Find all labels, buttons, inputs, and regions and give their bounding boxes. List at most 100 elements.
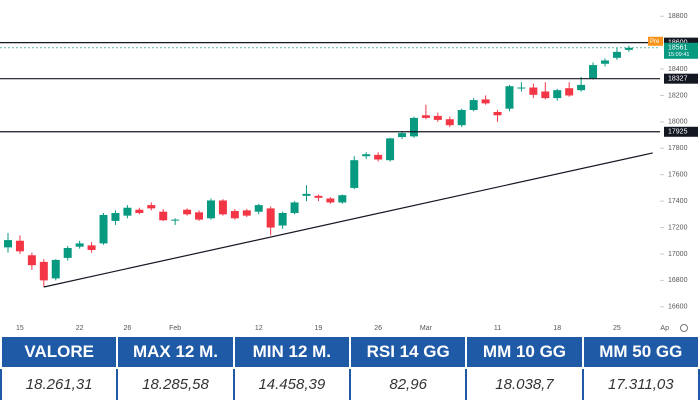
candle-body	[374, 154, 383, 160]
candle-body	[87, 245, 96, 250]
value-cell: 82,96	[348, 367, 468, 400]
settings-icon[interactable]	[680, 324, 688, 332]
candle-body	[171, 219, 180, 221]
candle-body	[565, 88, 574, 96]
last-price-label: 18561	[668, 45, 688, 52]
candle-body	[517, 87, 526, 89]
candle-body	[111, 213, 120, 221]
candle-body	[493, 111, 502, 116]
y-tick-label: 18400	[668, 66, 688, 73]
stats-table: VALORE MAX 12 M. MIN 12 M. RSI 14 GG MM …	[0, 337, 700, 400]
candle-body	[218, 200, 227, 215]
value-cell: 18.261,31	[0, 367, 119, 400]
candle-body	[553, 90, 562, 99]
candle-body	[612, 51, 621, 58]
candle-body	[469, 100, 478, 110]
y-tick-label: 17800	[668, 145, 688, 152]
header-cell: VALORE	[0, 337, 119, 369]
x-tick-label: 26	[124, 325, 132, 332]
candle-body	[505, 86, 514, 109]
candle-body	[159, 211, 168, 221]
candle-body	[206, 200, 215, 219]
candle-body	[242, 210, 251, 216]
candle-body	[445, 119, 454, 126]
value-cell: 18.285,58	[116, 367, 235, 400]
level-box	[664, 37, 698, 48]
time-label: 15:09:41	[668, 52, 689, 58]
candle-body	[624, 47, 633, 50]
candle-body	[75, 243, 84, 247]
y-tick-label: 17000	[668, 251, 688, 258]
value-cell: 18.038,7	[465, 367, 584, 400]
x-tick-label: Mar	[420, 325, 433, 332]
candle-body	[4, 240, 12, 248]
candle-body	[433, 115, 442, 120]
session-box	[648, 36, 663, 46]
candle-body	[230, 211, 239, 219]
y-tick-label: 16800	[668, 277, 688, 284]
candle-body	[123, 207, 132, 216]
y-tick-label: 18800	[668, 13, 688, 20]
level-box	[664, 73, 698, 84]
candle-body	[481, 99, 490, 104]
candle-body	[421, 115, 430, 118]
header-cell: MM 50 GG	[581, 337, 700, 369]
header-cell: MM 10 GG	[465, 337, 584, 369]
header-row: VALORE MAX 12 M. MIN 12 M. RSI 14 GG MM …	[0, 337, 700, 369]
candle-body	[39, 261, 48, 281]
candle-body	[195, 212, 204, 220]
candle-body	[15, 240, 24, 252]
candle-body	[386, 138, 395, 161]
candle-body	[99, 214, 108, 244]
x-tick-label: 26	[374, 325, 382, 332]
x-tick-label: Ap	[660, 325, 669, 332]
y-tick-label: 17600	[668, 172, 688, 179]
candle-body	[147, 205, 156, 209]
value-cell: 14.458,39	[232, 367, 351, 400]
level-box	[664, 126, 698, 137]
candle-body	[529, 87, 538, 95]
candle-body	[338, 195, 347, 203]
y-tick-label: 18000	[668, 119, 688, 126]
candle-body	[601, 60, 609, 64]
candle-body	[577, 84, 586, 91]
x-tick-label: 11	[494, 325, 501, 332]
candle-body	[457, 109, 466, 126]
candle-body	[135, 209, 144, 214]
x-tick-label: 19	[315, 325, 323, 332]
session-tag: Pre	[650, 39, 660, 45]
last-price-box	[664, 42, 698, 59]
candle-body	[326, 198, 335, 203]
candle-body	[63, 248, 72, 258]
candle-body	[314, 195, 323, 198]
candle-body	[254, 205, 263, 212]
trendline	[43, 152, 653, 288]
candle-body	[27, 255, 36, 266]
y-tick-label: 17200	[668, 224, 688, 231]
candle-body	[398, 133, 407, 138]
y-tick-label: 16600	[668, 304, 688, 311]
candle-body	[266, 208, 275, 228]
candle-body	[541, 91, 550, 99]
x-tick-label: 22	[76, 325, 84, 332]
chart: 16600 16800 17000 17200 17400 17600 17800 18000…	[0, 13, 698, 332]
candle-body	[51, 259, 60, 279]
value-row: 18.261,31 18.285,58 14.458,39 82,96 18.0…	[0, 367, 700, 400]
x-tick-label: 25	[613, 325, 621, 332]
value-cell: 17.311,03	[581, 367, 700, 400]
candle-body	[362, 154, 371, 157]
x-tick-label: 15	[16, 325, 24, 332]
y-tick-label: 18200	[668, 92, 688, 99]
header-cell: RSI 14 GG	[348, 337, 468, 369]
candle-body	[278, 213, 287, 226]
candle-body	[350, 160, 359, 188]
x-tick-label: 12	[255, 325, 263, 332]
level-label: 18327	[668, 76, 688, 83]
header-cell: MAX 12 M.	[116, 337, 235, 369]
candle-body	[302, 193, 311, 196]
candle-body	[589, 65, 598, 79]
x-tick-label: 18	[553, 325, 561, 332]
candle-body	[290, 202, 299, 214]
x-tick-label: Feb	[169, 325, 181, 332]
